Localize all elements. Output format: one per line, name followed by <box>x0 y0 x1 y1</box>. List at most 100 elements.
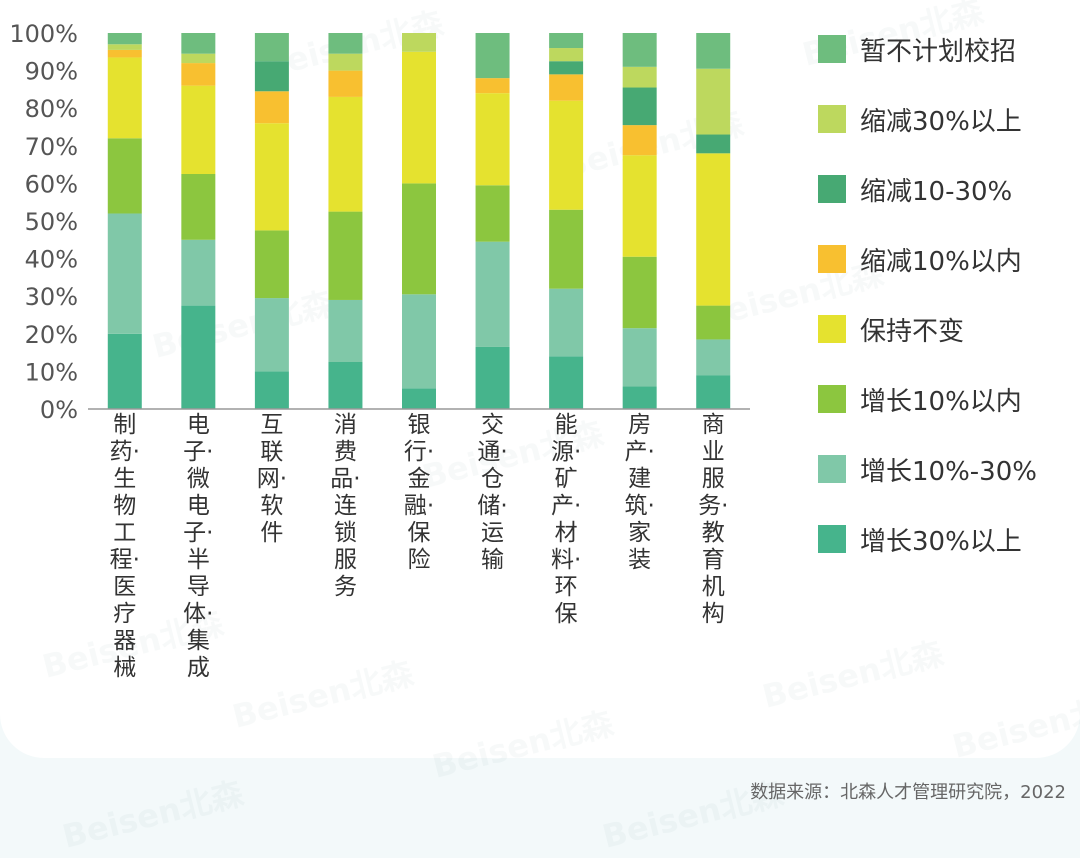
bar-segment <box>328 53 363 71</box>
bar-segment <box>107 213 142 334</box>
bar-segment <box>254 91 289 124</box>
bar-segment <box>107 44 142 50</box>
bar-segment <box>107 333 142 409</box>
legend-swatch <box>818 525 846 553</box>
bar-segment <box>107 33 142 45</box>
bar-segment <box>475 185 510 242</box>
y-tick-label: 30% <box>25 283 78 311</box>
bar-segment <box>328 299 363 362</box>
bar-segment <box>254 298 289 372</box>
y-tick-label: 40% <box>25 246 78 274</box>
legend-item: 增长10%以内 <box>818 383 1022 417</box>
bar-segment <box>254 123 289 231</box>
bar-segment <box>549 74 584 101</box>
bar-segment <box>328 33 363 54</box>
x-tick-label: 能源·矿产·材料·环保 <box>550 412 582 627</box>
bar-segment <box>107 49 142 58</box>
y-tick-label: 10% <box>25 358 78 386</box>
legend-label: 暂不计划校招 <box>860 36 1017 67</box>
y-tick-label: 70% <box>25 133 78 161</box>
bar-segment <box>254 33 289 62</box>
bar-segment <box>181 33 216 54</box>
bar-segment <box>475 93 510 186</box>
bar-segment <box>549 48 584 62</box>
y-tick-label: 80% <box>25 95 78 123</box>
x-tick-label: 制药·生物工程·医疗器械 <box>109 412 140 681</box>
bar-segment <box>254 61 289 92</box>
bar-segment <box>696 305 731 340</box>
legend-swatch <box>818 105 846 133</box>
y-tick-label: 100% <box>9 20 78 48</box>
legend-label: 保持不变 <box>860 316 965 347</box>
x-tick-label: 互联网·软件 <box>256 412 288 546</box>
bar-segment <box>402 33 436 52</box>
bar-segment <box>181 174 216 240</box>
bar-segment <box>181 239 216 306</box>
bar-segment <box>549 356 584 409</box>
x-tick-label: 交通·仓储·运输 <box>477 412 508 573</box>
x-tick-label: 消费品·连锁服务 <box>330 412 361 600</box>
legend-label: 缩减10%以内 <box>860 246 1022 277</box>
legend-label: 缩减10-30% <box>860 176 1013 207</box>
bar-segment <box>696 33 731 69</box>
bar-segment <box>622 256 657 329</box>
bar-segment <box>696 134 731 154</box>
legend-item: 缩减10%以内 <box>818 243 1022 277</box>
legend-swatch <box>818 455 846 483</box>
legend-item: 增长10%-30% <box>818 453 1037 487</box>
legend-swatch <box>818 175 846 203</box>
bar-segment <box>402 183 436 295</box>
bar-segment <box>107 138 142 214</box>
y-tick-label: 50% <box>25 208 78 236</box>
y-tick-label: 0% <box>40 396 78 424</box>
bar-segment <box>622 87 657 126</box>
bar-segment <box>181 85 216 174</box>
bar-segment <box>622 328 657 387</box>
chart-card <box>0 0 1080 758</box>
bar-segment <box>107 57 142 139</box>
bar-segment <box>696 339 731 376</box>
bar-segment <box>549 61 584 75</box>
bar-segment <box>181 305 216 409</box>
legend-label: 缩减30%以上 <box>860 106 1022 137</box>
legend-label: 增长10%-30% <box>860 456 1037 487</box>
bar-segment <box>402 388 436 409</box>
x-tick-label: 房产·建筑·家装 <box>624 412 655 573</box>
legend-item: 缩减30%以上 <box>818 103 1022 137</box>
bar-segment <box>254 371 289 409</box>
legend-swatch <box>818 315 846 343</box>
x-tick-label: 商业服务·教育机构 <box>698 412 729 627</box>
y-tick-label: 60% <box>25 170 78 198</box>
bar-segment <box>475 33 510 79</box>
bar-segment <box>549 100 584 210</box>
bar-segment <box>549 33 584 49</box>
bar-segment <box>549 209 584 289</box>
x-tick-label: 电子·微电子·半导体·集成 <box>183 412 214 681</box>
legend-swatch <box>818 35 846 63</box>
x-tick-label: 银行·金融·保险 <box>403 412 435 573</box>
bar-segment <box>402 294 436 389</box>
bar-segment <box>254 230 289 299</box>
y-tick-label: 20% <box>25 321 78 349</box>
bar-segment <box>402 51 436 184</box>
bar-segment <box>622 386 657 409</box>
bar-segment <box>696 153 731 306</box>
bar-segment <box>696 375 731 409</box>
bar-segment <box>622 33 657 67</box>
bar-segment <box>328 70 363 97</box>
data-source-note: 数据来源：北森人才管理研究院，2022 <box>750 782 1066 803</box>
bar-segment <box>181 53 216 64</box>
legend-item: 保持不变 <box>818 313 965 347</box>
bar-segment <box>696 68 731 135</box>
bar-segment <box>475 346 510 409</box>
legend-label: 增长10%以内 <box>860 386 1022 417</box>
legend-item: 暂不计划校招 <box>818 33 1017 67</box>
bar-segment <box>181 63 216 86</box>
stacked-bar-chart: 0% 10% 20% 30% 40% 50% 60% 70% 80% 90% 100% <box>9 20 750 424</box>
bar-segment <box>475 241 510 347</box>
legend-label: 增长30%以上 <box>860 526 1022 557</box>
legend-item: 缩减10-30% <box>818 173 1013 207</box>
bar-segment <box>622 66 657 88</box>
bar-segment <box>328 362 363 409</box>
bar-segment <box>475 78 510 94</box>
